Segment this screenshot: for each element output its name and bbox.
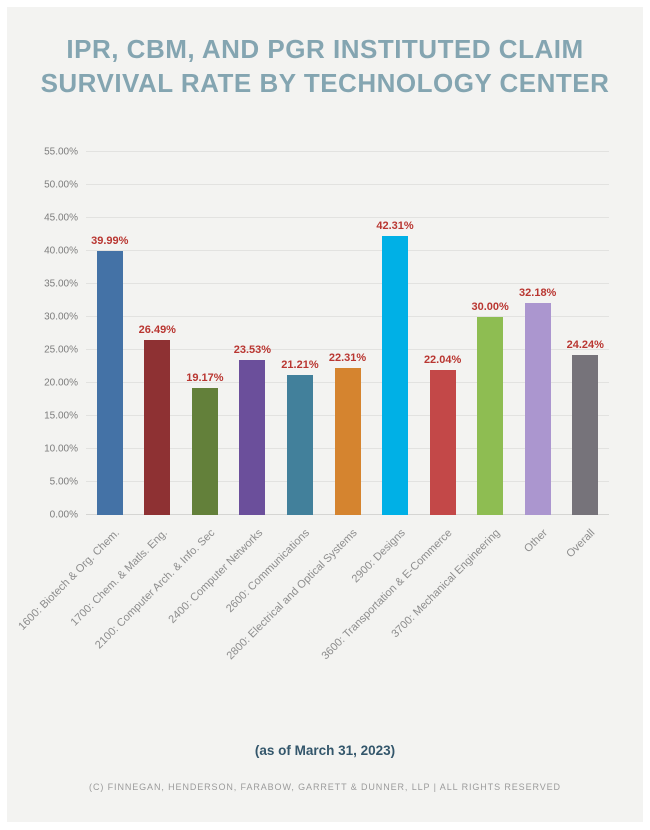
bar: 26.49% bbox=[139, 324, 176, 515]
bar-value-label: 30.00% bbox=[471, 301, 509, 313]
x-axis-category-label: Other bbox=[522, 527, 551, 555]
y-axis-tick-label: 30.00% bbox=[44, 311, 78, 323]
y-axis-tick-label: 25.00% bbox=[44, 344, 78, 356]
y-axis-tick-label: 40.00% bbox=[44, 245, 78, 257]
bar-value-label: 32.18% bbox=[519, 286, 557, 299]
bar-column: 30.00% 3700: Mechanical Engineering bbox=[390, 152, 514, 640]
bar-value-label: 19.17% bbox=[186, 372, 224, 385]
x-axis-category-label: 2400: Computer Networks bbox=[166, 527, 265, 626]
bar: 21.21% bbox=[281, 359, 319, 515]
gridline bbox=[86, 316, 609, 317]
bar: 22.31% bbox=[329, 352, 366, 515]
bars-container: 39.99% 1600: Biotech & Org. Chem. 26.49% 17… bbox=[16, 152, 609, 663]
y-axis-tick-label: 35.00% bbox=[44, 278, 78, 290]
bar-column: 39.99% 1600: Biotech & Org. Chem. bbox=[16, 152, 134, 633]
x-axis-category-label: 1700: Chem. & Matls. Eng. bbox=[68, 527, 170, 629]
gridline bbox=[86, 184, 609, 185]
y-axis-tick-label: 20.00% bbox=[44, 377, 78, 389]
bar-column: 22.31% 2800: Electrical and Optical Syste… bbox=[225, 152, 372, 662]
bar-value-label: 42.31% bbox=[376, 219, 414, 232]
bar-value-label: 22.31% bbox=[328, 351, 367, 364]
bar-column: 32.18% Other bbox=[514, 152, 562, 555]
bar: 24.24% bbox=[567, 339, 604, 515]
chart-title-line-2: SURVIVAL RATE BY TECHNOLOGY CENTER bbox=[40, 67, 610, 98]
bar-value-label: 21.21% bbox=[281, 359, 319, 372]
chart-card: IPR, CBM, AND PGR INSTITUTED CLAIM SURVI… bbox=[7, 7, 643, 822]
x-axis-category-label: 1600: Biotech & Org. Chem. bbox=[16, 527, 123, 633]
bar-column: 24.24% Overall bbox=[561, 152, 609, 560]
bar: 42.31% bbox=[376, 220, 414, 515]
y-axis-tick-label: 45.00% bbox=[44, 212, 78, 224]
gridline bbox=[86, 151, 609, 152]
chart-title-line-1: IPR, CBM, AND PGR INSTITUTED CLAIM bbox=[66, 34, 584, 64]
bar-value-label: 23.53% bbox=[233, 343, 272, 356]
bar-value-label: 26.49% bbox=[138, 324, 176, 337]
bar-value-label: 22.04% bbox=[423, 353, 462, 366]
bar: 22.04% bbox=[424, 354, 461, 515]
gridline bbox=[86, 349, 609, 350]
gridline bbox=[86, 283, 609, 284]
chart-title: IPR, CBM, AND PGR INSTITUTED CLAIM SURVI… bbox=[7, 33, 643, 101]
y-axis-tick-label: 55.00% bbox=[44, 146, 78, 158]
gridline bbox=[86, 217, 609, 218]
bar-chart-plot-area: 0.00% 5.00% 10.00% 15.00% 20.00% 25.00% 30.00%… bbox=[16, 147, 609, 663]
bar: 32.18% bbox=[519, 287, 556, 515]
y-axis-tick-label: 5.00% bbox=[49, 476, 78, 488]
copyright-notice: (C) FINNEGAN, HENDERSON, FARABOW, GARRET… bbox=[89, 782, 561, 792]
bar-column: 19.17% 2100: Computer Arch. & Info. Sec bbox=[93, 152, 229, 651]
bar-value-label: 24.24% bbox=[566, 339, 604, 352]
as-of-date-label: (as of March 31, 2023) bbox=[254, 743, 396, 758]
bar: 30.00% bbox=[471, 301, 509, 515]
y-axis-tick-label: 15.00% bbox=[44, 410, 78, 422]
y-axis-tick-label: 50.00% bbox=[44, 179, 78, 191]
bar-value-label: 39.99% bbox=[91, 235, 129, 248]
bar: 39.99% bbox=[91, 235, 128, 515]
x-axis-category-label: Overall bbox=[564, 527, 598, 561]
bar: 23.53% bbox=[234, 344, 271, 515]
bar-column: 23.53% 2400: Computer Networks bbox=[166, 152, 277, 626]
bar-column: 21.21% 2600: Communications bbox=[224, 152, 324, 615]
bar-column: 42.31% 2900: Designs bbox=[349, 152, 419, 585]
gridline bbox=[86, 250, 609, 251]
bar: 19.17% bbox=[186, 372, 224, 515]
x-axis-category-label: 2600: Communications bbox=[224, 527, 313, 616]
bar-column: 22.04% 3600: Transportation & E-Commerce bbox=[320, 152, 467, 663]
y-axis-tick-label: 10.00% bbox=[44, 443, 78, 455]
bar-column: 26.49% 1700: Chem. & Matls. Eng. bbox=[68, 152, 182, 628]
y-axis-tick-label: 0.00% bbox=[49, 509, 78, 521]
